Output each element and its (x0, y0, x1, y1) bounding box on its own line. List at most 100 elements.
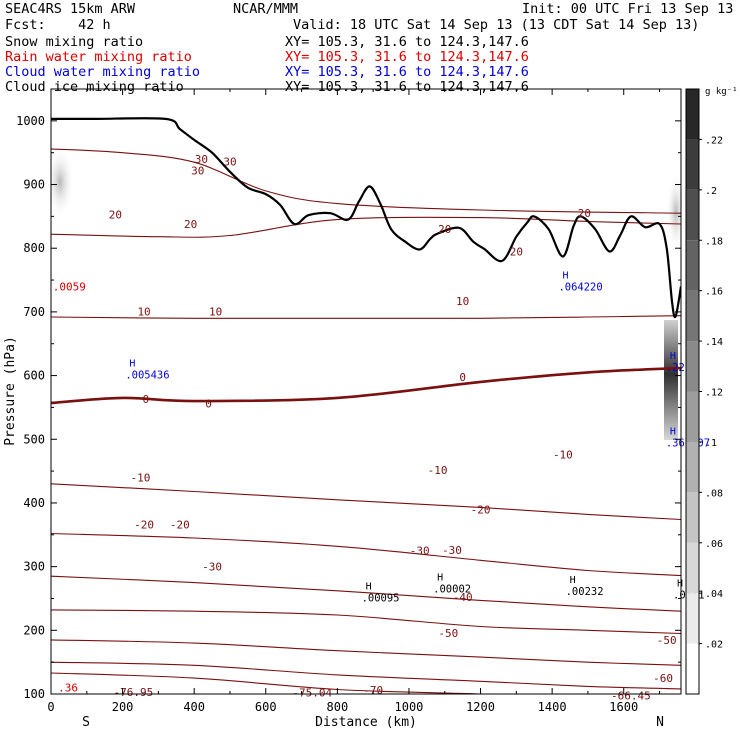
colorbar-segment (686, 593, 699, 644)
x-tick-label: 1400 (538, 700, 567, 714)
colorbar-segment (686, 542, 699, 594)
x-tick-label: 1000 (395, 700, 424, 714)
ice-shading-left (51, 146, 74, 218)
field-xy-cloud-water: XY= 105.3, 31.6 to 124.3,147.6 (285, 64, 529, 80)
maximum-value: .00232 (566, 586, 604, 598)
maximum-value: .00095 (362, 592, 400, 604)
x-tick-label: 800 (327, 700, 349, 714)
contour-label: -30 (410, 545, 430, 558)
contour-label: -10 (131, 471, 151, 484)
colorbar-segment (686, 189, 699, 241)
maximum-marker-h: H (670, 427, 676, 438)
x-tick-label: 200 (112, 700, 134, 714)
contour-label: -20 (170, 519, 190, 532)
y-tick-label: 600 (23, 369, 45, 383)
temperature-contour--30 (51, 575, 681, 612)
x-tick-label: 400 (183, 700, 205, 714)
y-tick-label: 1000 (16, 114, 45, 128)
contour-label: 30 (191, 165, 204, 178)
maximum-marker-h: H (677, 578, 683, 589)
terrain-group (51, 117, 681, 319)
contour-label: 0 (143, 393, 150, 406)
y-tick-label: 800 (23, 241, 45, 255)
contour-label: -40 (453, 591, 473, 604)
y-tick-label: 100 (23, 687, 45, 701)
contour-label: 0 (205, 398, 212, 411)
contour-label: 20 (510, 245, 523, 258)
temperature-contour--50 (51, 639, 681, 666)
y-tick-label: 300 (23, 560, 45, 574)
colorbar-segment (686, 492, 699, 543)
contour-label: 20 (184, 218, 197, 231)
field-name-rain: Rain water mixing ratio (5, 49, 192, 65)
colorbar-segment (686, 341, 699, 392)
colorbar-tick-label: .18 (705, 236, 723, 247)
contour-label: 20 (109, 208, 122, 221)
x-axis-label: Distance (km) (315, 715, 417, 730)
field-xy-rain: XY= 105.3, 31.6 to 124.3,147.6 (285, 49, 529, 65)
x-tick-label: 600 (255, 700, 277, 714)
colorbar-tick-label: .2 (705, 186, 717, 197)
edge-value-label: .36 (58, 682, 78, 695)
temperature-contour-0 (51, 366, 681, 405)
maximum-value: .064220 (558, 282, 602, 294)
contour-label: -66.45 (611, 689, 651, 702)
colorbar-segment (686, 139, 699, 190)
colorbar-unit: g kg⁻¹ (705, 87, 738, 97)
y-tick-label: 500 (23, 432, 45, 446)
colorbar: .02 .04 .06 .08 .1 .12 .14 .16 .18 .2 .22 g kg⁻¹ (685, 87, 738, 695)
contour-label: -70 (363, 684, 383, 697)
colorbar-segment (686, 391, 699, 442)
north-label: N (656, 715, 664, 730)
contour-label: -50 (438, 627, 458, 640)
contour-label: -30 (442, 544, 462, 557)
colorbar-tick-label: .02 (705, 640, 723, 651)
contour-label: -50 (657, 634, 677, 647)
valid-time: Valid: 18 UTC Sat 14 Sep 13 (13 CDT Sat … (293, 17, 700, 33)
temperature-contour-10 (51, 315, 681, 319)
maximum-value: .00002 (433, 584, 471, 596)
contour-label: -20 (471, 503, 491, 516)
plot-frame (50, 88, 682, 695)
contour-label: 30 (223, 156, 236, 169)
contour-label: -10 (428, 464, 448, 477)
colorbar-tick-label: .1 (705, 438, 717, 449)
field-xy-cloud-ice: XY= 105.3, 31.6 to 124.3,147.6 (285, 79, 529, 95)
y-axis-label: Pressure (hPa) (3, 336, 18, 446)
temperature-contours (51, 148, 681, 694)
cloud-water-shading (664, 320, 678, 440)
colorbar-tick-label: .14 (705, 337, 723, 348)
contour-label: -30 (202, 561, 222, 574)
contour-label: 0 (459, 371, 466, 384)
field-xy-snow: XY= 105.3, 31.6 to 124.3,147.6 (285, 34, 529, 50)
colorbar-segment (686, 290, 699, 342)
contour-label: -10 (553, 449, 573, 462)
colorbar-tick-label: .04 (705, 589, 723, 600)
colorbar-segment (686, 89, 699, 140)
ice-shading-right (666, 172, 681, 252)
edge-value-label: .0059 (53, 280, 86, 293)
colorbar-tick-label: .16 (705, 287, 723, 298)
colorbar-tick-label: .06 (705, 539, 723, 550)
contour-label: -76.95 (113, 686, 153, 699)
contour-label: 10 (137, 305, 150, 318)
colorbar-tick-label: .12 (705, 388, 723, 399)
colorbar-tick-label: .08 (705, 488, 723, 499)
x-tick-label: 1600 (609, 700, 638, 714)
maximum-marker-h: H (129, 359, 135, 370)
y-tick-label: 700 (23, 305, 45, 319)
temperature-contour-30 (51, 148, 681, 214)
contour-label: -60 (653, 672, 673, 685)
south-label: S (82, 715, 90, 730)
forecast-hour: Fcst: 42 h (5, 17, 111, 33)
model-title: SEAC4RS 15km ARW (5, 1, 136, 17)
field-name-snow: Snow mixing ratio (5, 34, 144, 50)
maximum-marker-h: H (437, 573, 443, 584)
contour-label: 10 (209, 305, 222, 318)
field-name-cloud-water: Cloud water mixing ratio (5, 64, 201, 80)
colorbar-segment (686, 643, 699, 694)
temperature-contour--60 (51, 661, 681, 690)
temperature-contour--40 (51, 609, 681, 635)
